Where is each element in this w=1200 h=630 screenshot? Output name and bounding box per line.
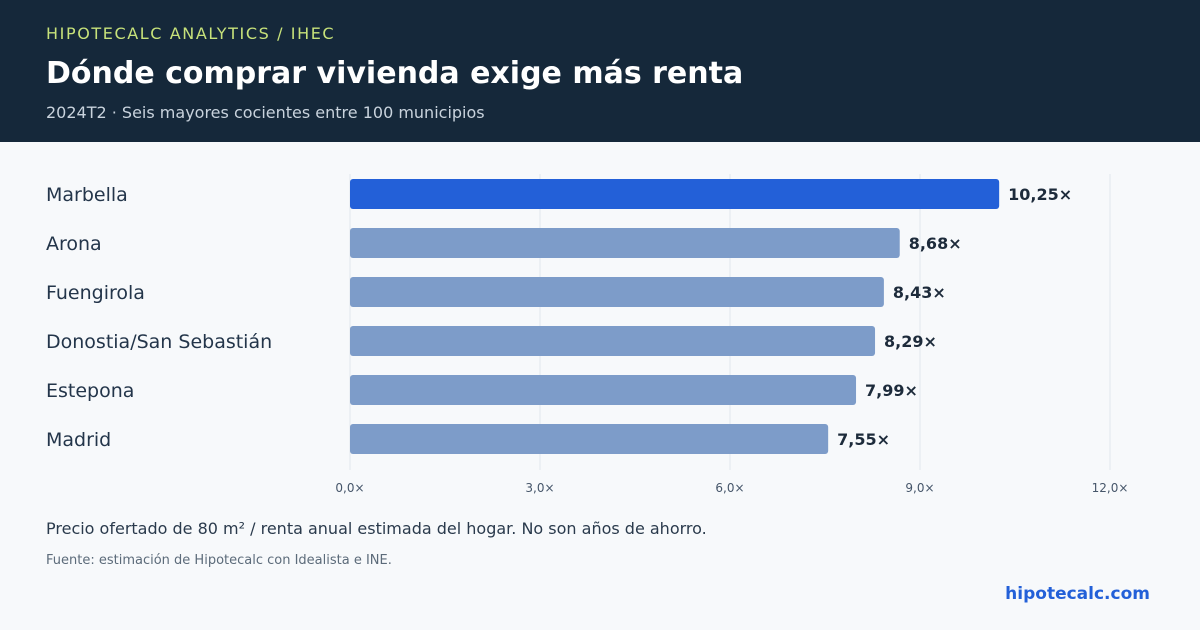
- x-tick-label: 12,0×: [1092, 481, 1129, 495]
- value-label: 8,68×: [909, 234, 962, 253]
- chart-source: Fuente: estimación de Hipotecalc con Ide…: [46, 553, 392, 568]
- bar: [350, 424, 829, 454]
- chart-note: Precio ofertado de 80 m² / renta anual e…: [46, 519, 707, 538]
- header-kicker: HIPOTECALC ANALYTICS / IHEC: [46, 24, 336, 43]
- category-label: Arona: [46, 233, 102, 255]
- value-label: 7,55×: [837, 430, 890, 449]
- bar: [350, 277, 884, 307]
- brand-link[interactable]: hipotecalc.com: [1005, 584, 1150, 604]
- x-tick-label: 3,0×: [525, 481, 554, 495]
- bar: [350, 326, 876, 356]
- chart-subtitle: 2024T2 · Seis mayores cocientes entre 10…: [46, 103, 485, 122]
- bar: [350, 375, 857, 405]
- value-label: 10,25×: [1008, 185, 1072, 204]
- x-tick-label: 9,0×: [905, 481, 934, 495]
- value-label: 8,43×: [893, 283, 946, 302]
- value-label: 7,99×: [865, 381, 918, 400]
- category-label: Fuengirola: [46, 282, 145, 304]
- x-tick-label: 0,0×: [335, 481, 364, 495]
- bar: [350, 228, 900, 258]
- bar-chart: 0,0× 3,0× 6,0× 9,0× 12,0× Marbella 10,25× Arona…: [46, 174, 1129, 495]
- category-label: Donostia/San Sebastián: [46, 331, 272, 353]
- category-label: Marbella: [46, 184, 128, 206]
- value-label: 8,29×: [884, 332, 937, 351]
- category-label: Madrid: [46, 429, 111, 451]
- chart-title: Dónde comprar vivienda exige más renta: [46, 56, 744, 91]
- category-label: Estepona: [46, 380, 134, 402]
- x-tick-label: 6,0×: [715, 481, 744, 495]
- bar: [350, 179, 1000, 209]
- header-band: HIPOTECALC ANALYTICS / IHEC Dónde compra…: [0, 0, 1200, 142]
